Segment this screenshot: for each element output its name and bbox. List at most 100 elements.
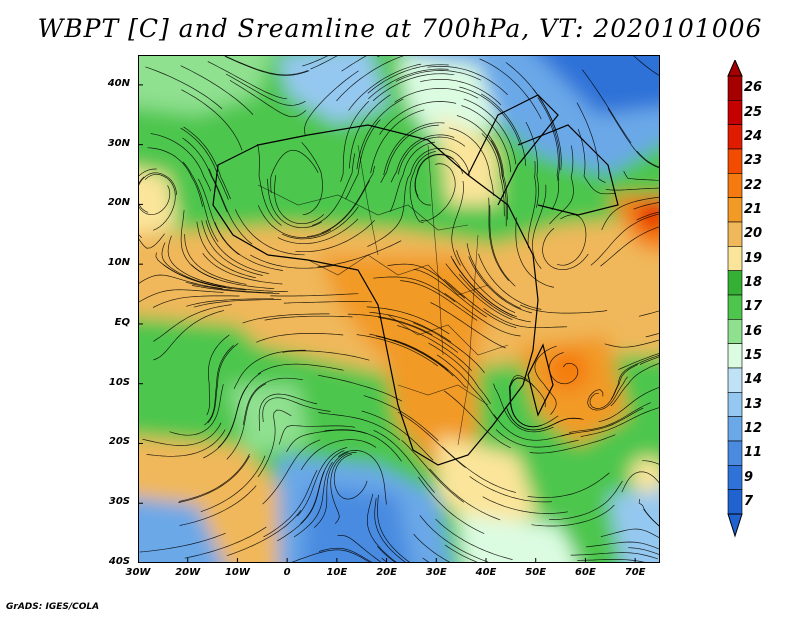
streamline (336, 55, 407, 102)
streamline (278, 425, 356, 445)
streamline (451, 180, 464, 266)
streamline (450, 255, 514, 317)
map-frame (138, 55, 660, 563)
colorbar-label: 12 (744, 420, 763, 436)
streamline (146, 429, 226, 457)
streamline (324, 429, 402, 462)
streamline (448, 127, 494, 196)
streamline (390, 134, 455, 183)
streamline (202, 252, 283, 285)
streamline (623, 171, 660, 181)
streamline (330, 452, 357, 524)
streamline (628, 547, 660, 556)
streamline (242, 377, 303, 425)
colorbar-segment (727, 197, 743, 223)
streamline (182, 137, 228, 213)
lat-label: 30S (108, 496, 130, 508)
map-panel (138, 55, 660, 563)
streamline (435, 518, 513, 560)
streamline (397, 136, 466, 175)
streamline (420, 163, 456, 222)
streamline (337, 450, 387, 505)
streamline (333, 453, 368, 500)
streamline (636, 211, 660, 221)
streamline (372, 73, 455, 102)
streamline (206, 334, 230, 416)
streamline (291, 549, 372, 563)
streamline (531, 504, 615, 527)
streamline (532, 184, 547, 269)
lon-label: 30E (425, 567, 447, 578)
streamline (463, 98, 517, 165)
colorbar-label: 7 (744, 493, 754, 509)
streamline (138, 274, 223, 289)
streamline (270, 149, 319, 194)
streamline (560, 407, 644, 437)
streamline (621, 471, 660, 493)
colorbar-label: 21 (744, 201, 763, 217)
streamline (204, 344, 234, 426)
streamline (550, 124, 559, 211)
colorbar-segment (727, 343, 743, 369)
streamline (242, 313, 330, 324)
streamline (361, 410, 434, 461)
wbpt-shading (138, 55, 660, 563)
colorbar-label: 11 (744, 445, 763, 461)
streamline (515, 217, 554, 288)
streamline (418, 476, 485, 534)
streamline (150, 133, 212, 192)
streamline (436, 354, 497, 420)
streamline (214, 222, 283, 271)
streamline (145, 66, 223, 110)
streamline (257, 205, 332, 238)
streamline (341, 55, 369, 72)
streamline (225, 56, 310, 76)
streamline (488, 197, 510, 282)
streamline (600, 528, 660, 539)
streamline (610, 354, 660, 400)
lat-label: 40N (107, 77, 130, 89)
colorbar-label: 26 (744, 80, 763, 96)
streamline (181, 89, 243, 151)
colorbar-label: 23 (744, 153, 763, 169)
streamline (549, 145, 574, 225)
streamline (300, 439, 377, 471)
streamline (529, 434, 616, 454)
streamline (401, 440, 465, 503)
streamline (203, 385, 249, 459)
streamline (347, 313, 433, 336)
colorbar-segment (727, 465, 743, 490)
streamline (393, 339, 467, 389)
streamline (258, 393, 318, 431)
streamline (413, 322, 485, 374)
colorbar-segment (727, 173, 743, 198)
streamline (456, 115, 505, 184)
colorbar-label: 18 (744, 274, 763, 290)
streamline (413, 268, 487, 318)
streamline (633, 55, 660, 77)
streamline (180, 127, 229, 200)
streamline (400, 280, 478, 321)
streamline (367, 175, 409, 247)
streamline (548, 480, 623, 521)
streamline (263, 469, 318, 538)
streamline (643, 508, 660, 528)
map-plot (138, 55, 660, 563)
streamline (444, 293, 521, 337)
streamline (190, 264, 275, 290)
streamline (208, 168, 253, 245)
streamline (169, 384, 224, 436)
streamline (420, 78, 502, 106)
streamline (525, 121, 539, 208)
colorbar-segment (727, 246, 743, 271)
streamline (257, 363, 344, 375)
colorbar-segment (727, 392, 743, 417)
streamline (367, 64, 449, 94)
streamline (534, 345, 557, 415)
streamline (505, 62, 557, 133)
streamline (138, 233, 165, 249)
streamline (356, 334, 439, 367)
streamline (576, 102, 606, 184)
streamline (527, 472, 610, 498)
streamline (633, 202, 660, 210)
